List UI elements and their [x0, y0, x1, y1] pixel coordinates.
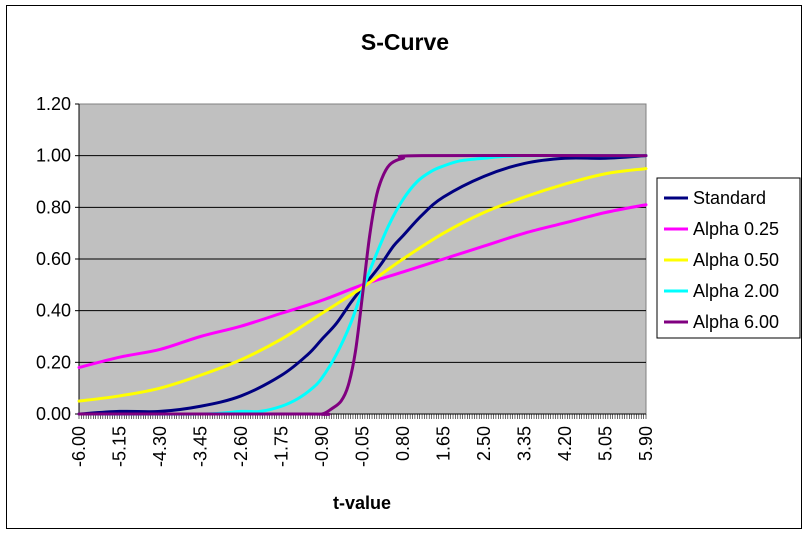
y-tick-label: 0.80 — [36, 197, 71, 217]
legend-label: Alpha 2.00 — [693, 281, 779, 301]
x-tick-label: 3.35 — [515, 426, 535, 461]
x-tick-label: -3.45 — [191, 426, 211, 467]
legend: Standard Alpha 0.25 Alpha 0.50 Alpha 2.00 Al… — [656, 177, 801, 339]
chart-area: S-Curve 0.00 0.20 0.40 0.60 0.80 1.00 1.20 -6.… — [6, 5, 802, 529]
series-line-alpha-6-00 — [77, 153, 648, 416]
x-tick-label: -5.15 — [110, 426, 130, 467]
chart-title: S-Curve — [361, 29, 449, 55]
y-tick-label: 0.40 — [36, 301, 71, 321]
legend-label: Standard — [693, 188, 766, 208]
x-axis-title: t-value — [333, 493, 391, 513]
x-tick-label: 2.50 — [474, 426, 494, 461]
x-tick-label: -4.30 — [150, 426, 170, 467]
x-tick-label: -1.75 — [272, 426, 292, 467]
legend-box — [656, 177, 801, 339]
chart-svg: S-Curve 0.00 0.20 0.40 0.60 0.80 1.00 1.20 -6.… — [36, 29, 801, 513]
y-tick-label: 1.20 — [36, 94, 71, 114]
x-tick-label: 5.90 — [636, 426, 656, 461]
x-tick-label: -6.00 — [69, 426, 89, 467]
legend-label: Alpha 6.00 — [693, 312, 779, 332]
x-tick-label: 4.20 — [555, 426, 575, 461]
x-tick-label: -0.90 — [312, 426, 332, 467]
legend-label: Alpha 0.25 — [693, 219, 779, 239]
x-tick-label: 1.65 — [434, 426, 454, 461]
x-tick-labels: -6.00 -5.15 -4.30 -3.45 -2.60 -1.75 -0.90 -0.05… — [69, 426, 656, 467]
x-tick-label: -0.05 — [353, 426, 373, 467]
legend-label: Alpha 0.50 — [693, 250, 779, 270]
x-tick-label: 5.05 — [596, 426, 616, 461]
y-tick-label: 1.00 — [36, 146, 71, 166]
legend-items: Standard Alpha 0.25 Alpha 0.50 Alpha 2.00 Al… — [664, 188, 779, 332]
y-tick-label: 0.00 — [36, 404, 71, 424]
y-tick-labels: 0.00 0.20 0.40 0.60 0.80 1.00 1.20 — [36, 94, 71, 424]
x-tick-label: -2.60 — [231, 426, 251, 467]
y-tick-label: 0.20 — [36, 352, 71, 372]
series-lines — [77, 153, 648, 416]
y-tick-label: 0.60 — [36, 249, 71, 269]
x-tick-label: 0.80 — [393, 426, 413, 461]
x-tick-marks — [78, 414, 647, 419]
